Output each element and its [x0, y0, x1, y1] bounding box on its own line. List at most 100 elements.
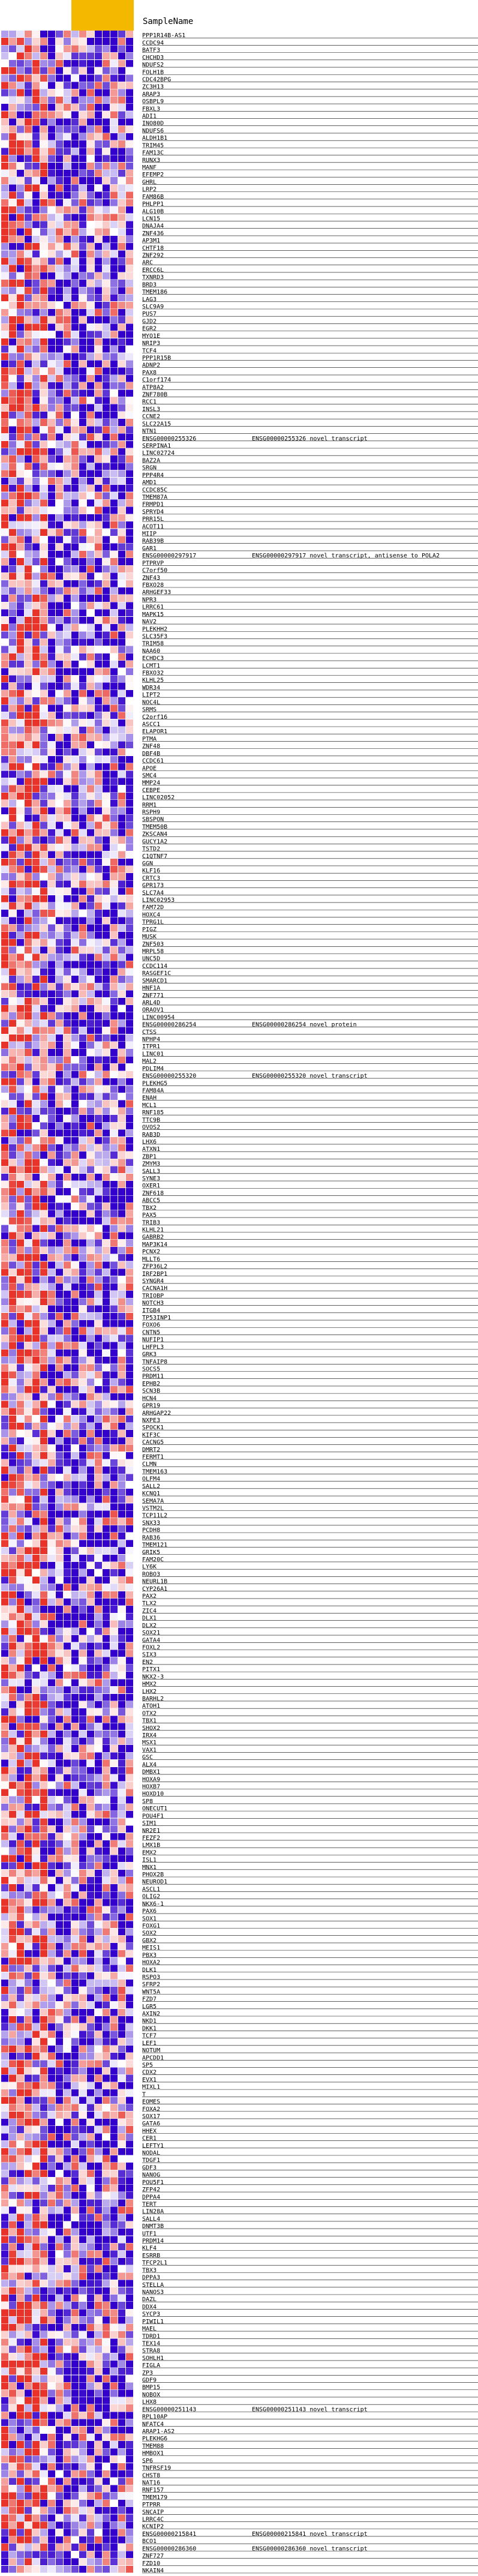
heatmap-cell	[118, 529, 125, 536]
heatmap-cell	[48, 704, 55, 712]
heatmap-cell	[64, 1862, 71, 1870]
heatmap-cell	[118, 646, 125, 653]
heatmap-cell	[118, 397, 125, 404]
heatmap-cell	[56, 668, 63, 675]
heatmap-cell	[103, 155, 110, 163]
heatmap-cell	[17, 1291, 24, 1298]
heatmap-cell	[71, 1357, 79, 1364]
heatmap-cell	[17, 661, 24, 668]
heatmap-cell	[110, 1525, 118, 1533]
heatmap-cell	[126, 1093, 133, 1100]
heatmap-cell	[1, 1467, 8, 1474]
heatmap-cell	[87, 807, 94, 814]
heatmap-cell	[25, 939, 32, 946]
heatmap-cell	[25, 880, 32, 888]
heatmap-cell	[9, 1239, 16, 1247]
heatmap-cell	[40, 1452, 47, 1459]
heatmap-cell	[64, 1569, 71, 1576]
heatmap-cell	[71, 939, 79, 946]
heatmap-cell	[126, 521, 133, 529]
heatmap-cell	[64, 953, 71, 961]
heatmap-cell	[25, 191, 32, 199]
heatmap-cell	[103, 1935, 110, 1943]
heatmap-cell	[56, 1979, 63, 1987]
heatmap-cell	[110, 1188, 118, 1195]
heatmap-cell	[32, 587, 40, 595]
heatmap-cell	[64, 968, 71, 976]
heatmap-cell	[32, 1620, 40, 1628]
heatmap-cell	[103, 1884, 110, 1891]
heatmap-cell	[25, 74, 32, 82]
heatmap-cell	[87, 1195, 94, 1203]
heatmap-cell	[79, 1906, 86, 1914]
heatmap-cell	[25, 1195, 32, 1203]
heatmap-cell	[17, 2111, 24, 2119]
heatmap-cell	[1, 404, 8, 412]
heatmap-cell	[17, 1987, 24, 1994]
heatmap-cell	[25, 1994, 32, 2001]
heatmap-cell	[25, 1056, 32, 1064]
heatmap-cell	[56, 485, 63, 492]
heatmap-cell	[25, 1914, 32, 1921]
heatmap-cell	[64, 1679, 71, 1686]
heatmap-cell	[9, 426, 16, 433]
heatmap-cell	[1, 1276, 8, 1283]
heatmap-cell	[79, 433, 86, 441]
heatmap-cell	[79, 1627, 86, 1635]
heatmap-cell	[56, 2023, 63, 2031]
heatmap-cell	[1, 45, 8, 53]
heatmap-cell	[103, 280, 110, 287]
heatmap-cell	[110, 602, 118, 610]
heatmap-cell	[95, 1393, 102, 1401]
heatmap-cell	[1, 1650, 8, 1657]
heatmap-cell	[56, 118, 63, 126]
heatmap-cell	[103, 1357, 110, 1364]
heatmap-cell	[25, 836, 32, 844]
heatmap-cell	[79, 448, 86, 455]
heatmap-cell	[87, 52, 94, 60]
heatmap-cell	[56, 1246, 63, 1254]
heatmap-cell	[79, 1085, 86, 1093]
heatmap-cell	[118, 1789, 125, 1797]
heatmap-cell	[1, 463, 8, 470]
heatmap-cell	[103, 45, 110, 53]
heatmap-cell	[25, 31, 32, 38]
heatmap-cell	[71, 1723, 79, 1731]
heatmap-cell	[71, 104, 79, 111]
heatmap-cell	[1, 1349, 8, 1357]
heatmap-cell	[32, 2067, 40, 2075]
heatmap-cell	[110, 177, 118, 184]
heatmap-cell	[87, 1914, 94, 1921]
heatmap-cell	[48, 1415, 55, 1423]
heatmap-cell	[64, 1056, 71, 1064]
heatmap-cell	[126, 1444, 133, 1452]
heatmap-cell	[95, 1884, 102, 1891]
heatmap-cell	[25, 1723, 32, 1731]
heatmap-cell	[126, 1254, 133, 1261]
heatmap-cell	[32, 807, 40, 814]
heatmap-cell	[17, 1408, 24, 1416]
heatmap-cell	[71, 31, 79, 38]
heatmap-cell	[48, 2031, 55, 2038]
heatmap-cell	[17, 1034, 24, 1042]
heatmap-cell	[32, 367, 40, 375]
heatmap-cell	[95, 221, 102, 229]
heatmap-cell	[32, 1921, 40, 1928]
heatmap-cell	[87, 1488, 94, 1496]
heatmap-cell	[56, 1657, 63, 1665]
heatmap-cell	[40, 1921, 47, 1928]
heatmap-cell	[1, 953, 8, 961]
heatmap-cell	[103, 1122, 110, 1129]
heatmap-cell	[32, 616, 40, 624]
heatmap-cell	[32, 1745, 40, 1752]
heatmap-cell	[64, 712, 71, 719]
sample-name-header: SampleName	[143, 17, 193, 26]
heatmap-cell	[1, 1291, 8, 1298]
heatmap-cell	[64, 59, 71, 67]
heatmap-cell	[95, 624, 102, 631]
heatmap-cell	[118, 550, 125, 558]
heatmap-cell	[79, 2126, 86, 2133]
heatmap-cell	[95, 529, 102, 536]
heatmap-cell	[56, 2089, 63, 2097]
heatmap-cell	[9, 1693, 16, 1701]
